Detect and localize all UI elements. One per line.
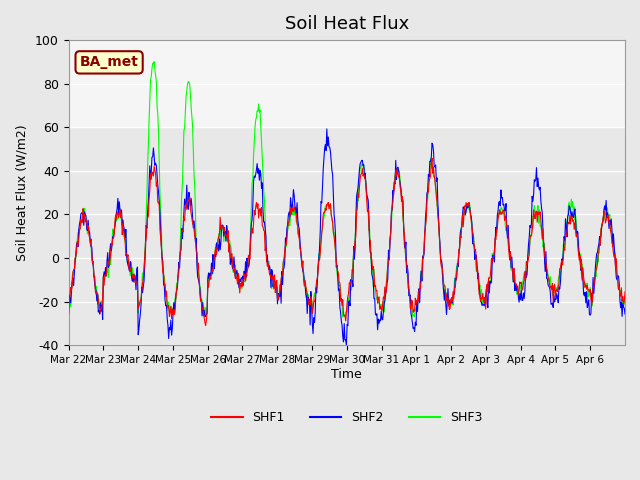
SHF3 (65, 299, 72, 304)
SHF1 (437, 260, 445, 265)
Line: SHF2: SHF2 (68, 129, 625, 345)
SHF2 (130, 279, 138, 285)
Bar (68, 40, 625, 127)
SHF3 (621, 296, 629, 301)
Text: BA_met: BA_met (79, 55, 138, 70)
SHF2 (65, 311, 72, 317)
SHF1 (130, 275, 138, 281)
SHF3 (130, 277, 138, 283)
SHF2 (621, 311, 629, 317)
SHF3 (233, 276, 241, 282)
SHF1 (428, 156, 436, 161)
SHF1 (260, 228, 268, 234)
SHF3 (339, 314, 347, 320)
SHF3 (150, 59, 158, 65)
Line: SHF1: SHF1 (68, 158, 625, 325)
SHF3 (260, 197, 268, 203)
Line: SHF3: SHF3 (68, 62, 625, 317)
SHF3 (406, 289, 413, 295)
Y-axis label: Soil Heat Flux (W/m2): Soil Heat Flux (W/m2) (15, 124, 28, 261)
SHF2 (232, 270, 240, 276)
SHF2 (260, 219, 268, 225)
SHF1 (405, 286, 413, 292)
SHF2 (281, 259, 289, 264)
SHF2 (437, 257, 445, 263)
SHF1 (621, 289, 629, 295)
Legend: SHF1, SHF2, SHF3: SHF1, SHF2, SHF3 (206, 407, 487, 430)
SHF1 (65, 299, 72, 304)
SHF3 (437, 255, 445, 261)
SHF1 (282, 242, 289, 248)
SHF3 (282, 243, 289, 249)
SHF1 (233, 276, 241, 282)
X-axis label: Time: Time (332, 368, 362, 381)
SHF2 (323, 126, 331, 132)
Title: Soil Heat Flux: Soil Heat Flux (285, 15, 409, 33)
SHF2 (342, 342, 350, 348)
SHF1 (202, 323, 209, 328)
SHF2 (406, 293, 413, 299)
